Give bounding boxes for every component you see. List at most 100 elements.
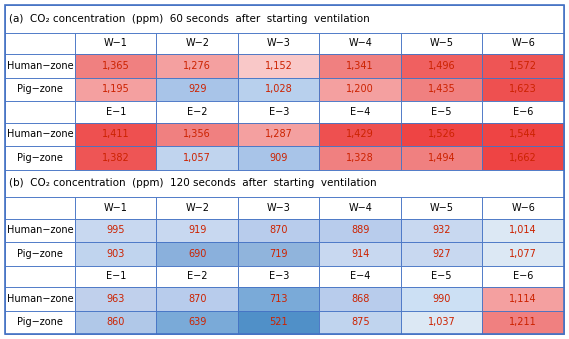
Bar: [5, 287, 75, 311]
Text: 1,544: 1,544: [509, 129, 537, 139]
Text: 1,382: 1,382: [102, 153, 130, 163]
Bar: [156, 78, 238, 101]
Text: 1,195: 1,195: [102, 84, 130, 94]
Text: 1,152: 1,152: [265, 61, 292, 71]
Bar: [75, 197, 156, 219]
Text: 929: 929: [188, 84, 207, 94]
Bar: [5, 242, 75, 266]
Bar: [238, 242, 320, 266]
Bar: [483, 122, 564, 146]
Text: 1,114: 1,114: [509, 294, 537, 304]
Bar: [75, 287, 156, 311]
Text: E−5: E−5: [431, 107, 452, 117]
Bar: [156, 197, 238, 219]
Text: W−5: W−5: [430, 203, 453, 213]
Bar: [483, 146, 564, 170]
Bar: [238, 101, 320, 122]
Text: W−1: W−1: [104, 203, 127, 213]
Text: 1,276: 1,276: [183, 61, 211, 71]
Text: 1,341: 1,341: [347, 61, 374, 71]
Text: E−2: E−2: [187, 107, 208, 117]
Bar: [75, 78, 156, 101]
Text: Human−zone: Human−zone: [7, 61, 73, 71]
Bar: [5, 78, 75, 101]
Text: 875: 875: [351, 317, 369, 327]
Text: 1,411: 1,411: [102, 129, 130, 139]
Bar: [238, 78, 320, 101]
Bar: [156, 101, 238, 122]
Bar: [5, 5, 564, 33]
Text: 639: 639: [188, 317, 207, 327]
Bar: [238, 197, 320, 219]
Bar: [5, 33, 75, 54]
Text: 690: 690: [188, 249, 207, 259]
Bar: [401, 197, 483, 219]
Bar: [320, 311, 401, 334]
Bar: [156, 266, 238, 287]
Text: 919: 919: [188, 225, 207, 235]
Text: 1,077: 1,077: [509, 249, 537, 259]
Text: E−6: E−6: [513, 271, 533, 281]
Text: 870: 870: [188, 294, 207, 304]
Text: 713: 713: [270, 294, 288, 304]
Bar: [156, 219, 238, 242]
Text: 1,328: 1,328: [347, 153, 374, 163]
Bar: [5, 197, 75, 219]
Bar: [320, 33, 401, 54]
Text: 1,356: 1,356: [183, 129, 211, 139]
Bar: [483, 197, 564, 219]
Text: 903: 903: [106, 249, 125, 259]
Text: Pig−zone: Pig−zone: [17, 153, 63, 163]
Text: 995: 995: [106, 225, 125, 235]
Text: E−5: E−5: [431, 271, 452, 281]
Text: Human−zone: Human−zone: [7, 294, 73, 304]
Bar: [320, 54, 401, 78]
Bar: [75, 219, 156, 242]
Bar: [483, 101, 564, 122]
Bar: [401, 78, 483, 101]
Bar: [320, 287, 401, 311]
Text: 521: 521: [270, 317, 288, 327]
Text: (a)  CO₂ concentration  (ppm)  60 seconds  after  starting  ventilation: (a) CO₂ concentration (ppm) 60 seconds a…: [9, 14, 370, 24]
Bar: [238, 266, 320, 287]
Text: 1,429: 1,429: [347, 129, 374, 139]
Text: Pig−zone: Pig−zone: [17, 249, 63, 259]
Text: 990: 990: [432, 294, 451, 304]
Bar: [483, 219, 564, 242]
Text: 1,623: 1,623: [509, 84, 537, 94]
Bar: [5, 54, 75, 78]
Bar: [75, 101, 156, 122]
Bar: [320, 78, 401, 101]
Bar: [156, 33, 238, 54]
Bar: [75, 122, 156, 146]
Bar: [401, 54, 483, 78]
Bar: [238, 311, 320, 334]
Bar: [320, 122, 401, 146]
Bar: [320, 146, 401, 170]
Bar: [483, 54, 564, 78]
Bar: [5, 266, 75, 287]
Bar: [156, 287, 238, 311]
Text: 1,200: 1,200: [347, 84, 374, 94]
Bar: [320, 242, 401, 266]
Text: 1,211: 1,211: [509, 317, 537, 327]
Bar: [238, 287, 320, 311]
Text: Pig−zone: Pig−zone: [17, 84, 63, 94]
Bar: [483, 311, 564, 334]
Bar: [5, 311, 75, 334]
Text: W−3: W−3: [267, 203, 291, 213]
Text: 868: 868: [351, 294, 369, 304]
Text: 1,662: 1,662: [509, 153, 537, 163]
Text: W−1: W−1: [104, 38, 127, 48]
Bar: [401, 242, 483, 266]
Text: Pig−zone: Pig−zone: [17, 317, 63, 327]
Text: 870: 870: [270, 225, 288, 235]
Text: 1,435: 1,435: [428, 84, 456, 94]
Bar: [75, 266, 156, 287]
Bar: [5, 122, 75, 146]
Bar: [483, 287, 564, 311]
Text: E−1: E−1: [106, 271, 126, 281]
Text: 719: 719: [270, 249, 288, 259]
Text: E−4: E−4: [350, 271, 370, 281]
Bar: [75, 311, 156, 334]
